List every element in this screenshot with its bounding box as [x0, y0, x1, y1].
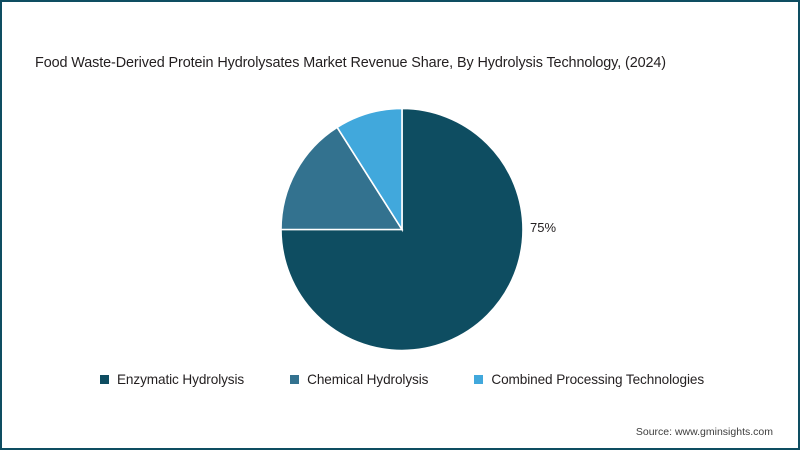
- legend-item-chemical-hydrolysis[interactable]: Chemical Hydrolysis: [290, 372, 428, 387]
- legend-label: Enzymatic Hydrolysis: [116, 372, 245, 387]
- legend-label: Combined Processing Technologies: [491, 372, 705, 387]
- pie-slice[interactable]: [280, 126, 404, 231]
- legend-swatch-icon: [290, 375, 300, 384]
- source-attribution: Source: www.gminsights.com: [635, 426, 773, 438]
- legend-label: Chemical Hydrolysis: [307, 372, 429, 387]
- legend-item-enzymatic-hydrolysis[interactable]: Enzymatic Hydrolysis: [99, 372, 245, 387]
- pie-data-label-enzymatic-hydrolysis: 75%: [530, 220, 557, 235]
- page-title: Food Waste-Derived Protein Hydrolysates …: [35, 55, 666, 71]
- legend-swatch-icon: [474, 375, 484, 384]
- legend-item-combined-processing-technologies[interactable]: Combined Processing Technologies: [474, 372, 704, 387]
- chart-legend: Enzymatic Hydrolysis Chemical Hydrolysis…: [2, 372, 798, 387]
- legend-swatch-icon: [99, 375, 109, 384]
- pie-slice[interactable]: [336, 107, 403, 233]
